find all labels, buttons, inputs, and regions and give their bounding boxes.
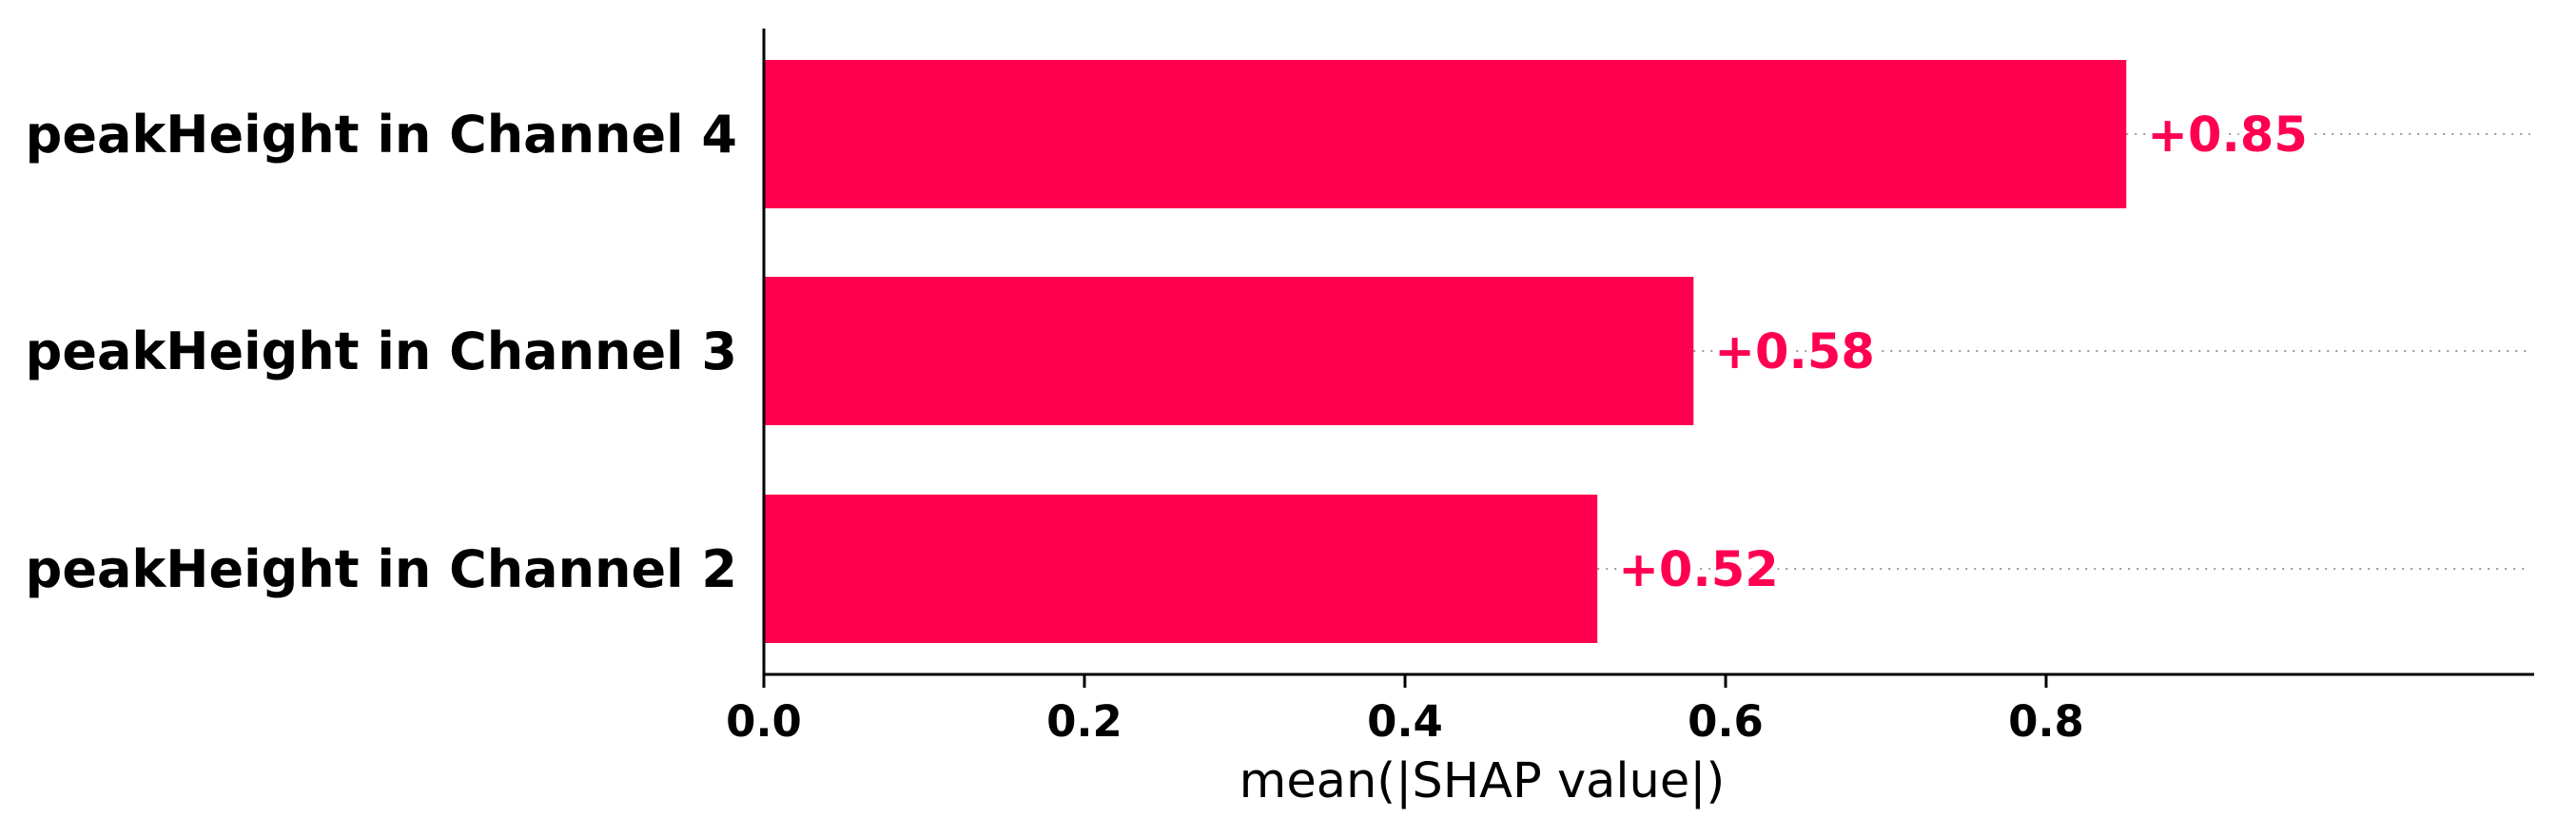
x-tick-label: 0.0	[726, 696, 802, 747]
x-tick-label: 0.8	[2008, 696, 2084, 747]
category-label: peakHeight in Channel 3	[26, 322, 737, 381]
x-axis-title: mean(|SHAP value|)	[1239, 753, 1726, 809]
bar	[764, 277, 1694, 425]
bar	[764, 495, 1598, 643]
row-guide-lines	[1597, 133, 2530, 570]
x-axis-ticks: 0.0 0.2 0.4 0.6 0.8	[726, 674, 2084, 747]
value-labels: +0.85 +0.58 +0.52	[1612, 102, 2313, 604]
x-tick-label: 0.4	[1367, 696, 1443, 747]
bar-value-label: +0.58	[1714, 324, 1875, 380]
bars	[764, 60, 2127, 643]
bar-value-label: +0.52	[1618, 542, 1779, 598]
bar	[764, 60, 2127, 208]
bar-value-label: +0.85	[2147, 107, 2308, 164]
category-label: peakHeight in Channel 4	[26, 105, 737, 165]
category-labels: peakHeight in Channel 4 peakHeight in Cha…	[26, 105, 737, 599]
x-tick-label: 0.2	[1046, 696, 1122, 747]
x-tick-label: 0.6	[1688, 696, 1764, 747]
category-label: peakHeight in Channel 2	[26, 539, 737, 599]
